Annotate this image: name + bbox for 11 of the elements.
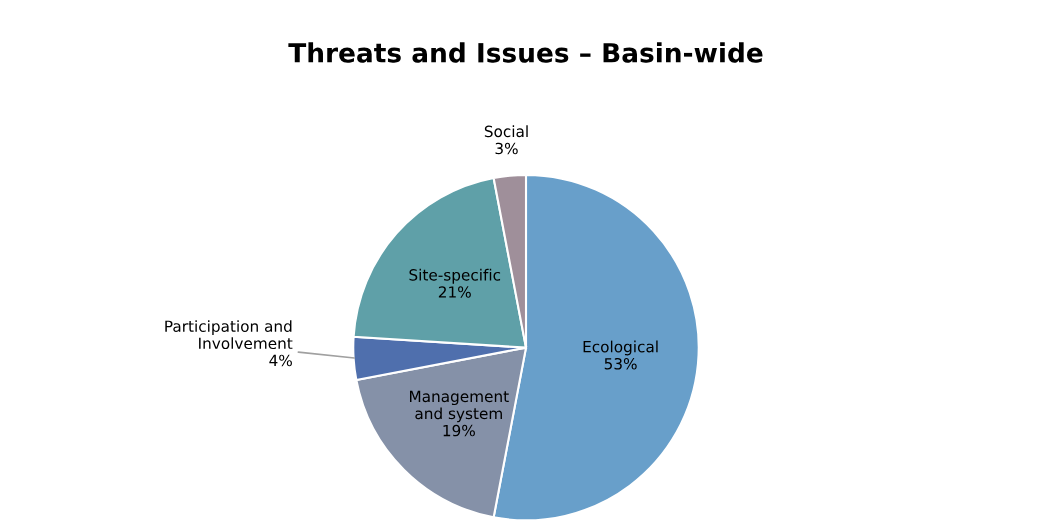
data-label: 3%: [495, 142, 518, 155]
slice-label: Ecological: [583, 340, 658, 356]
slice-label: Management and system: [410, 390, 509, 423]
data-label: 21%: [438, 286, 471, 298]
data-label: 4%: [269, 354, 292, 367]
data-label: 53%: [604, 358, 637, 370]
slice-label: Site-specific: [409, 268, 501, 284]
chart-title: Threats and Issues – Basin-wide: [288, 42, 763, 63]
data-label: 19%: [443, 424, 475, 437]
slice-label: Social: [484, 125, 528, 138]
slice-label: Participation and Involvement: [165, 320, 293, 350]
